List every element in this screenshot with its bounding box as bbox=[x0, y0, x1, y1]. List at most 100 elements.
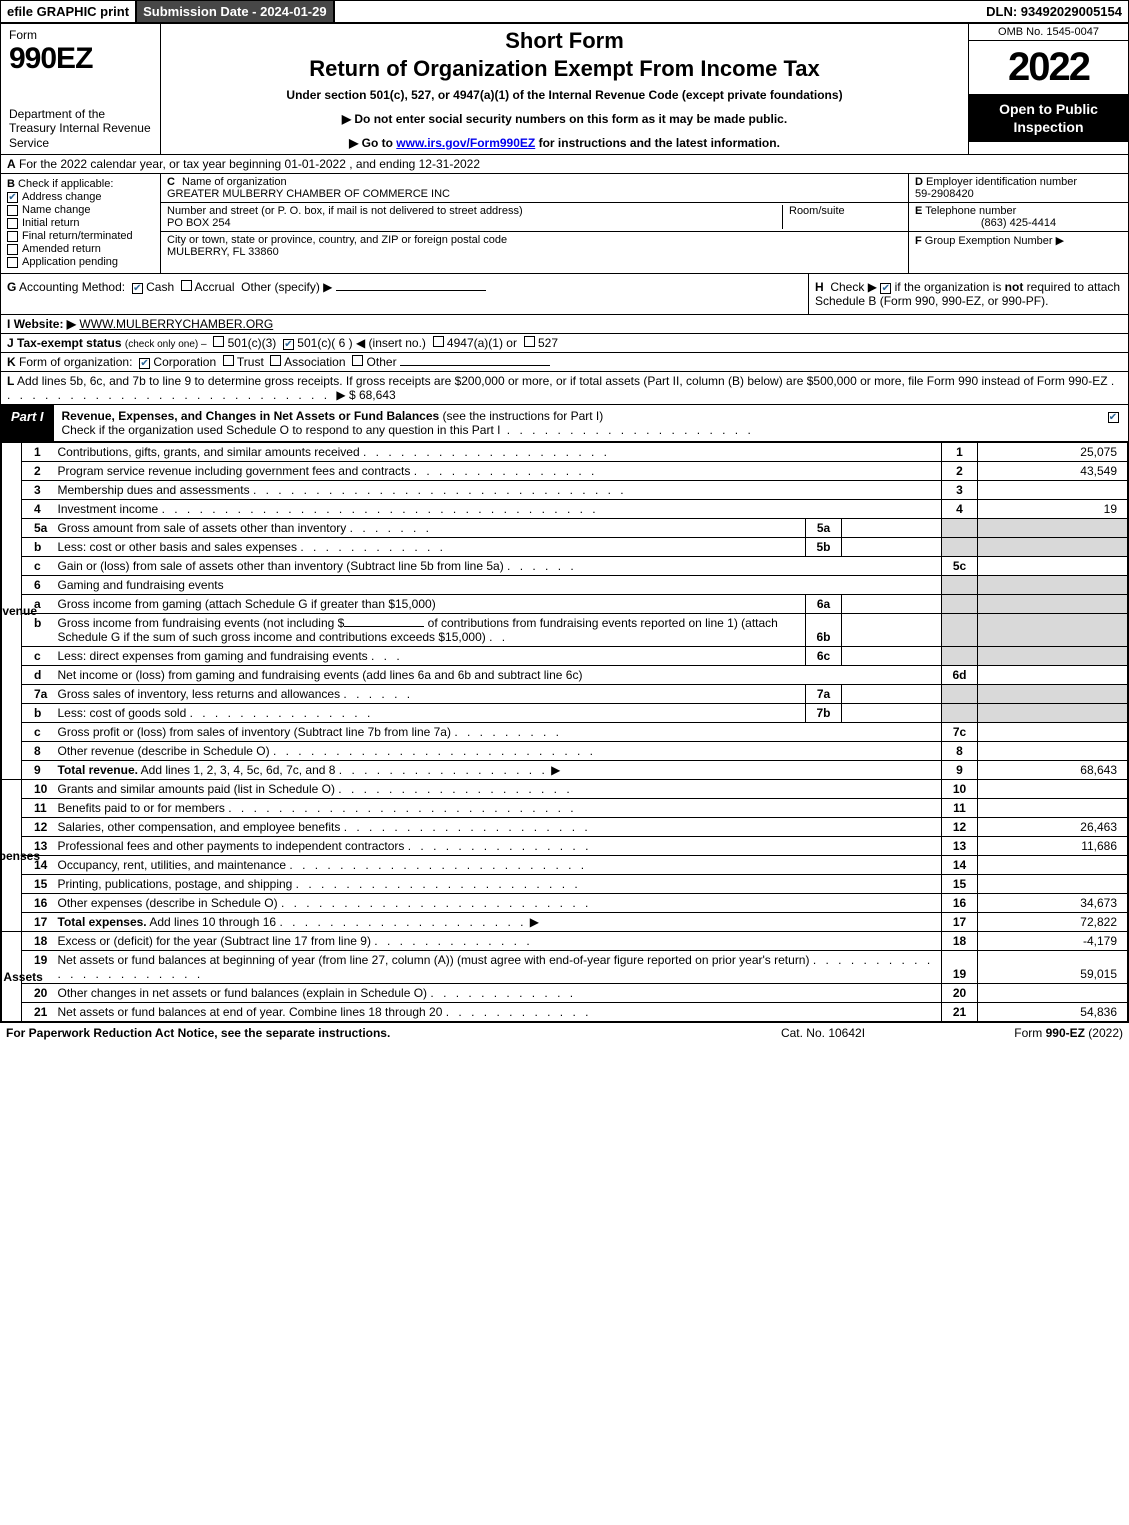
row-k-title: Form of organization: bbox=[19, 355, 132, 369]
chk-label: Final return/terminated bbox=[22, 230, 133, 242]
phone-value: (863) 425-4414 bbox=[915, 217, 1122, 229]
note2-pre: ▶ Go to bbox=[349, 136, 396, 150]
form-990ez: efile GRAPHIC print Submission Date - 20… bbox=[0, 0, 1129, 1023]
boxnum: 17 bbox=[942, 913, 978, 932]
chk-label: Amended return bbox=[22, 243, 101, 255]
topbar-spacer bbox=[335, 1, 981, 22]
desc: Gross income from fundraising events (no… bbox=[54, 614, 806, 647]
chk-527[interactable] bbox=[524, 336, 535, 347]
linenum: c bbox=[22, 557, 54, 576]
accrual-label: Accrual bbox=[194, 280, 234, 294]
boxnum: 4 bbox=[942, 500, 978, 519]
other-org-field[interactable] bbox=[400, 365, 550, 366]
sublineval bbox=[842, 704, 942, 723]
footer-mid: Cat. No. 10642I bbox=[723, 1026, 923, 1040]
boxnum bbox=[942, 647, 978, 666]
boxnum: 12 bbox=[942, 818, 978, 837]
boxnum: 13 bbox=[942, 837, 978, 856]
chk-501c[interactable] bbox=[283, 339, 294, 350]
sublineval bbox=[842, 647, 942, 666]
box-d: D Employer identification number 59-2908… bbox=[909, 174, 1128, 203]
desc: Gaming and fundraising events bbox=[54, 576, 942, 595]
linenum: 16 bbox=[22, 894, 54, 913]
box-f-arrow: ▶ bbox=[1056, 235, 1064, 247]
identity-block: B Check if applicable: Address change Na… bbox=[1, 174, 1128, 274]
chk-accrual[interactable] bbox=[181, 280, 192, 291]
opt-trust: Trust bbox=[237, 355, 264, 369]
box-f-title: Group Exemption Number bbox=[925, 235, 1053, 247]
chk-other-org[interactable] bbox=[352, 355, 363, 366]
row-h-text2: if the organization is bbox=[895, 280, 1005, 294]
chk-cash[interactable] bbox=[132, 283, 143, 294]
line-13: 13 Professional fees and other payments … bbox=[2, 837, 1128, 856]
desc: Other revenue (describe in Schedule O) .… bbox=[54, 742, 942, 761]
chk-501c3[interactable] bbox=[213, 336, 224, 347]
chk-final-return[interactable]: Final return/terminated bbox=[7, 230, 154, 242]
linenum: d bbox=[22, 666, 54, 685]
ein-value: 59-2908420 bbox=[915, 188, 974, 200]
boxval bbox=[978, 481, 1128, 500]
sublinebox: 5b bbox=[806, 538, 842, 557]
city-value: MULBERRY, FL 33860 bbox=[167, 246, 279, 258]
department: Department of the Treasury Internal Reve… bbox=[9, 107, 152, 150]
sublineval bbox=[842, 685, 942, 704]
chk-label: Application pending bbox=[22, 256, 118, 268]
submission-date: Submission Date - 2024-01-29 bbox=[137, 1, 335, 22]
chk-corporation[interactable] bbox=[139, 358, 150, 369]
page-footer: For Paperwork Reduction Act Notice, see … bbox=[0, 1023, 1129, 1043]
boxnum: 10 bbox=[942, 780, 978, 799]
chk-h[interactable] bbox=[880, 283, 891, 294]
line-17: 17 Total expenses. Add lines 10 through … bbox=[2, 913, 1128, 932]
opt-other-org: Other bbox=[367, 355, 397, 369]
boxval bbox=[978, 614, 1128, 647]
street-title: Number and street (or P. O. box, if mail… bbox=[167, 205, 523, 217]
row-i-title: Website: ▶ bbox=[14, 317, 76, 331]
boxnum: 21 bbox=[942, 1003, 978, 1022]
irs-link[interactable]: www.irs.gov/Form990EZ bbox=[396, 136, 535, 150]
line-6b: b Gross income from fundraising events (… bbox=[2, 614, 1128, 647]
boxnum: 11 bbox=[942, 799, 978, 818]
boxval bbox=[978, 856, 1128, 875]
chk-application-pending[interactable]: Application pending bbox=[7, 256, 154, 268]
line-15: 15 Printing, publications, postage, and … bbox=[2, 875, 1128, 894]
linenum: 2 bbox=[22, 462, 54, 481]
desc: Other changes in net assets or fund bala… bbox=[54, 984, 942, 1003]
row-k-label: K bbox=[7, 355, 16, 369]
chk-initial-return[interactable]: Initial return bbox=[7, 217, 154, 229]
boxnum: 15 bbox=[942, 875, 978, 894]
expenses-sidelabel: Expenses bbox=[2, 780, 22, 932]
chk-4947[interactable] bbox=[433, 336, 444, 347]
tax-year: 2022 bbox=[969, 41, 1128, 94]
chk-trust[interactable] bbox=[223, 355, 234, 366]
desc: Occupancy, rent, utilities, and maintena… bbox=[54, 856, 942, 875]
row-a: A For the 2022 calendar year, or tax yea… bbox=[1, 155, 1128, 174]
chk-label: Address change bbox=[22, 191, 102, 203]
line-3: 3 Membership dues and assessments . . . … bbox=[2, 481, 1128, 500]
contrib-amount-field[interactable] bbox=[344, 626, 424, 627]
other-specify-field[interactable] bbox=[336, 290, 486, 291]
line-5a: 5a Gross amount from sale of assets othe… bbox=[2, 519, 1128, 538]
chk-association[interactable] bbox=[270, 355, 281, 366]
part-1-checkbox[interactable] bbox=[1098, 405, 1128, 441]
form-header: Form 990EZ Department of the Treasury In… bbox=[1, 24, 1128, 155]
row-l-arrow: ▶ bbox=[336, 388, 345, 402]
website-value[interactable]: WWW.MULBERRYCHAMBER.ORG bbox=[79, 317, 273, 331]
desc: Other expenses (describe in Schedule O) … bbox=[54, 894, 942, 913]
line-4: 4 Investment income . . . . . . . . . . … bbox=[2, 500, 1128, 519]
chk-label: Initial return bbox=[22, 217, 79, 229]
checkbox-icon bbox=[7, 244, 18, 255]
header-mid: Short Form Return of Organization Exempt… bbox=[161, 24, 968, 154]
boxnum: 8 bbox=[942, 742, 978, 761]
line-5c: c Gain or (loss) from sale of assets oth… bbox=[2, 557, 1128, 576]
boxnum: 16 bbox=[942, 894, 978, 913]
desc: Contributions, gifts, grants, and simila… bbox=[54, 443, 942, 462]
line-6d: d Net income or (loss) from gaming and f… bbox=[2, 666, 1128, 685]
chk-address-change[interactable]: Address change bbox=[7, 191, 154, 203]
boxnum: 19 bbox=[942, 951, 978, 984]
boxval: 25,075 bbox=[978, 443, 1128, 462]
line-12: 12 Salaries, other compensation, and emp… bbox=[2, 818, 1128, 837]
linenum: 8 bbox=[22, 742, 54, 761]
form-title: Return of Organization Exempt From Incom… bbox=[171, 56, 958, 82]
chk-name-change[interactable]: Name change bbox=[7, 204, 154, 216]
chk-amended-return[interactable]: Amended return bbox=[7, 243, 154, 255]
